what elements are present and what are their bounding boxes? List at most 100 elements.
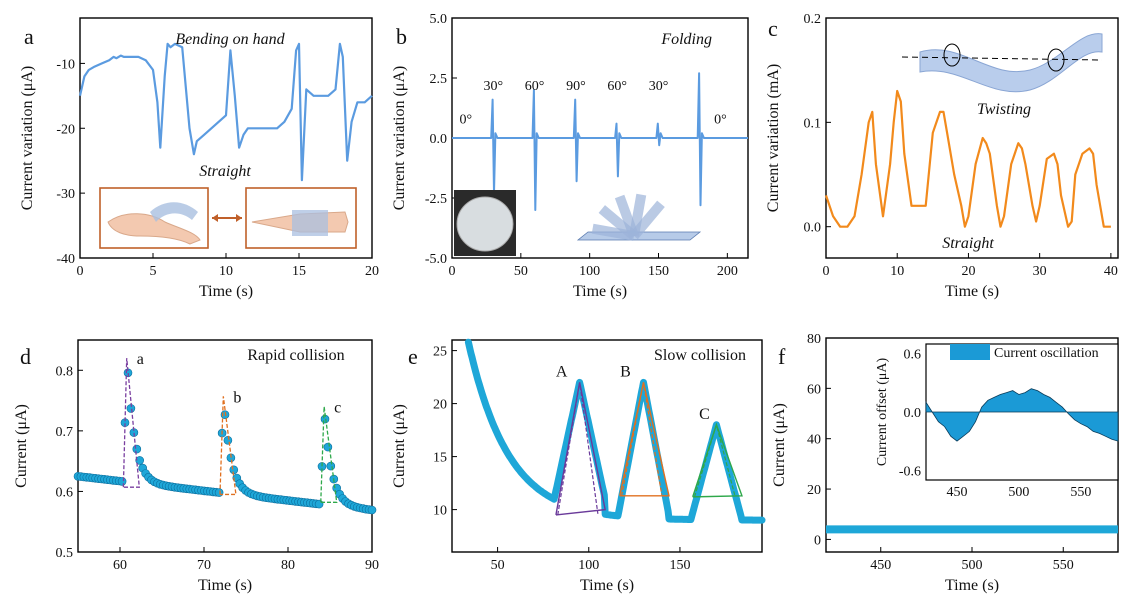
peak-label: b [233,389,241,406]
data-point [117,477,127,486]
y-axis-label: Current (μA) [771,403,788,487]
y-tick-label: 0 [814,533,821,548]
x-tick-label: 20 [365,264,379,279]
plot-frame [77,339,373,553]
label-bending: Bending on hand [175,31,285,48]
label-straight: Straight [942,235,994,252]
angle-label: 0° [459,113,472,128]
x-axis-label: Time (s) [573,283,627,300]
fit-triangle [122,358,141,488]
peak-label: a [137,351,144,368]
fit-triangle-dashed [557,382,599,515]
x-tick-label: 50 [514,264,528,279]
label-rapid: Rapid collision [247,347,344,364]
series-line [452,72,748,211]
y-tick-label: -5.0 [425,252,447,267]
x-tick-label: 5 [150,264,157,279]
rotation-arrow-right [1047,48,1065,72]
x-axis-label: Time (s) [580,577,634,594]
y-axis-label: Current variation (mA) [765,64,782,212]
x-tick-label: 30 [1033,264,1047,279]
inset-y-axis-label: Current offset (μA) [875,358,890,467]
angle-label: 60° [525,79,545,94]
data-point [367,505,377,515]
angle-label: 60° [607,79,627,94]
x-tick-label: 10 [890,264,904,279]
data-point [314,499,324,509]
y-tick-label: 15 [433,451,447,466]
angle-label: 90° [566,79,586,94]
hand-bent-shape [107,213,201,245]
y-tick-label: -10 [56,57,75,72]
x-tick-label: 150 [669,558,690,573]
legend-label: Current oscillation [994,346,1099,361]
sensor-patch [150,202,198,222]
y-tick-label: 5.0 [430,12,448,27]
y-axis-label: Current variation (μA) [19,66,36,211]
data-point [135,456,144,465]
fit-triangle [219,396,237,496]
inset-x-tick-label: 450 [946,485,967,500]
panel-letter-a: a [24,24,34,49]
fit-triangle [555,382,607,516]
y-tick-label: 0.0 [430,132,448,147]
x-tick-label: 200 [717,264,738,279]
fit-triangle [619,382,670,497]
y-tick-label: -30 [56,187,75,202]
panel-f: 450 500 550 80 60 40 20 0 Time (s) Current (μA) 45… [771,332,1119,594]
y-tick-label: 20 [433,398,447,413]
angle-label: 0° [714,113,727,128]
x-axis-label: Time (s) [945,577,999,594]
data-point [323,442,333,452]
x-tick-label: 40 [1104,264,1118,279]
label-slow: Slow collision [654,347,746,364]
x-tick-label: 0 [823,264,830,279]
rotation-arrow-left [943,43,961,67]
y-tick-label: 10 [433,504,447,519]
data-point [132,444,142,454]
y-axis-label: Current (μA) [13,404,30,488]
plot-frame [825,17,1119,259]
x-axis-label: Time (s) [198,577,252,594]
panel-letter-c: c [768,16,778,41]
sketch-panel [630,200,665,240]
panel-e: 50 100 150 25 20 15 10 Time (s) Current (μA) A B C S… [391,338,766,594]
plot-frame [451,339,763,553]
y-tick-label: 0.7 [56,425,74,440]
arrow-heads [212,214,242,222]
x-tick-label: 100 [579,264,600,279]
y-tick-label: -20 [56,122,75,137]
y-tick-label: 0.6 [56,485,74,500]
peak-label: B [620,363,631,380]
x-tick-label: 100 [578,558,599,573]
panel-d: 60 70 80 90 0.8 0.7 0.6 0.5 Time (s) Current (μA)… [13,339,379,594]
x-tick-label: 90 [365,558,379,573]
panel-letter-e: e [408,344,418,369]
marker-series [73,368,377,515]
fit-triangle [692,422,743,498]
twisted-strip [919,33,1103,93]
peak-label: C [699,406,710,423]
panel-a: 0 5 10 15 20 -10 -20 -30 -40 Time (s) Current vari… [19,17,379,300]
label-twisting: Twisting [977,101,1031,118]
label-folding: Folding [660,31,712,48]
y-tick-label: 0.2 [804,12,822,27]
inset-y-tick-label: -0.6 [899,464,921,479]
x-tick-label: 70 [197,558,211,573]
y-tick-label: 60 [807,382,821,397]
peak-label: A [556,363,568,380]
twist-sketch [901,33,1103,93]
x-tick-label: 10 [219,264,233,279]
y-tick-label: 40 [807,433,821,448]
x-tick-label: 0 [449,264,456,279]
x-axis-label: Time (s) [945,283,999,300]
x-tick-label: 550 [1053,558,1074,573]
x-axis-label: Time (s) [199,283,253,300]
x-tick-label: 20 [961,264,975,279]
series-line [824,89,1111,228]
angle-label: 30° [649,79,669,94]
twist-axis [901,56,1103,61]
device-photo-disk [456,196,514,252]
x-tick-label: 50 [491,558,505,573]
